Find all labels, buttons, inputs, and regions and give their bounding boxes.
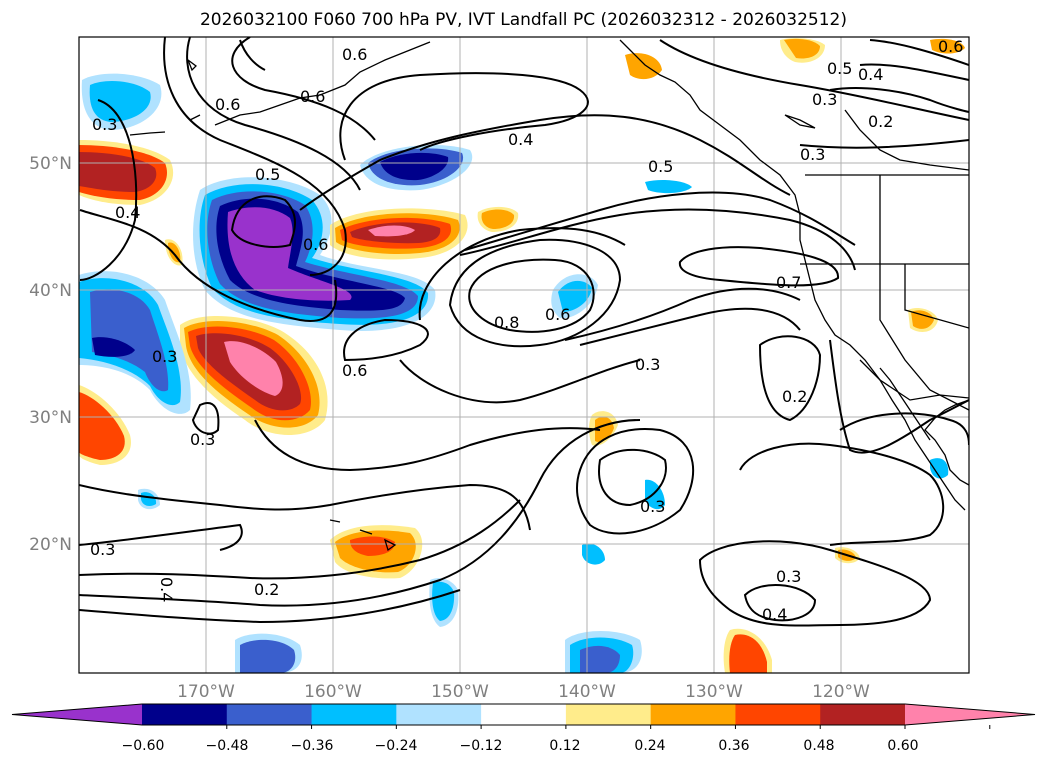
map-area: 0.6 0.6 0.6 0.3 0.5 0.4 0.6 0.4 0.5 0.6 … <box>79 37 969 673</box>
contour-label: 0.4 <box>762 605 787 624</box>
contour-label: 0.5 <box>827 59 852 78</box>
lat-tick-label: 40°N <box>29 281 72 301</box>
colorbar-tick-label: −0.60 <box>122 738 165 754</box>
contour-label: 0.7 <box>776 273 801 292</box>
contour-label: 0.6 <box>215 95 240 114</box>
colorbar-tick-label: 0.36 <box>718 738 749 754</box>
lon-tick-label: 150°W <box>431 682 489 702</box>
colorbar-extend-min <box>12 704 142 725</box>
colorbar-tick-label: −0.36 <box>291 738 334 754</box>
contour-label: 0.6 <box>342 361 367 380</box>
colorbar-segment <box>311 704 397 725</box>
contour-label: 0.3 <box>152 347 177 366</box>
colorbar-segment <box>650 704 736 725</box>
colorbar-segment <box>820 704 906 725</box>
contour-label: 0.4 <box>157 577 176 602</box>
contour-label: 0.6 <box>342 45 367 64</box>
gridlines <box>79 37 969 673</box>
map-title: 2026032100 F060 700 hPa PV, IVT Landfall… <box>199 10 847 30</box>
lon-tick-label: 160°W <box>304 682 362 702</box>
colorbar-tick-label: −0.24 <box>375 738 418 754</box>
colorbar-tick-label: −0.12 <box>460 738 503 754</box>
contour-label: 0.3 <box>812 90 837 109</box>
contour-label: 0.4 <box>115 203 140 222</box>
contour-label: 0.6 <box>545 305 570 324</box>
colorbar-tick-label: 0.24 <box>634 738 665 754</box>
contour-label: 0.5 <box>648 157 673 176</box>
colorbar-outline <box>11 703 1036 726</box>
contour-label: 0.2 <box>254 580 279 599</box>
lon-tick-label: 140°W <box>558 682 616 702</box>
lat-tick-label: 20°N <box>29 535 72 555</box>
map-frame <box>78 36 970 674</box>
colorbar-segment <box>396 704 482 725</box>
contour-label: 0.3 <box>92 115 117 134</box>
lon-tick-label: 170°W <box>177 682 235 702</box>
ivt-contours <box>79 37 969 627</box>
lon-tick-label: 120°W <box>812 682 870 702</box>
contour-label: 0.5 <box>255 165 280 184</box>
contour-label: 0.6 <box>938 37 963 56</box>
contour-label: 0.3 <box>635 355 660 374</box>
colorbar-segment <box>735 704 821 725</box>
contour-label: 0.6 <box>303 235 328 254</box>
colorbar-tick-label: 0.60 <box>887 738 918 754</box>
contour-label: 0.3 <box>776 567 801 586</box>
contour-label: 0.3 <box>800 145 825 164</box>
contour-label: 0.3 <box>190 430 215 449</box>
lon-tick-labels: 170°W 160°W 150°W 140°W 130°W 120°W <box>177 682 870 702</box>
contour-label: 0.8 <box>494 313 519 332</box>
colorbar-tick-label: 0.48 <box>803 738 834 754</box>
colorbar-tick-labels: −0.60 −0.48 −0.36 −0.24 −0.12 0.12 0.24 … <box>122 738 919 754</box>
contour-label: 0.4 <box>508 130 533 149</box>
contour-labels: 0.6 0.6 0.6 0.3 0.5 0.4 0.6 0.4 0.5 0.6 … <box>90 37 963 624</box>
contour-label: 0.6 <box>300 87 325 106</box>
contour-label: 0.3 <box>640 497 665 516</box>
contour-label: 0.4 <box>858 65 883 84</box>
contour-label: 0.2 <box>868 112 893 131</box>
colorbar-segment <box>226 704 313 725</box>
colorbar <box>11 703 1036 729</box>
lat-tick-label: 50°N <box>29 154 72 174</box>
lat-tick-labels: 50°N 40°N 30°N 20°N <box>29 154 72 555</box>
colorbar-tick-label: 0.12 <box>549 738 580 754</box>
lon-tick-label: 130°W <box>685 682 743 702</box>
lat-tick-label: 30°N <box>29 408 72 428</box>
colorbar-segment <box>565 704 652 725</box>
contour-label: 0.3 <box>90 540 115 559</box>
coastlines <box>129 39 969 552</box>
colorbar-segment <box>142 704 228 725</box>
pv-shading <box>79 38 965 673</box>
colorbar-tick-label: −0.48 <box>206 738 249 754</box>
colorbar-segment <box>481 704 567 725</box>
colorbar-extend-max <box>905 704 1035 725</box>
contour-label: 0.2 <box>782 387 807 406</box>
